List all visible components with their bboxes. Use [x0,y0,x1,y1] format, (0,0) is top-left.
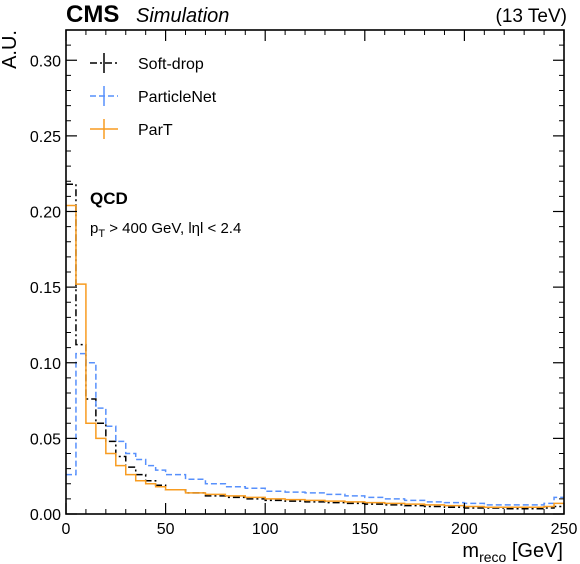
x-tick-label: 50 [157,521,175,538]
x-axis-label-sub: reco [479,549,506,564]
y-axis-label: A.U. [0,30,21,69]
cuts-rest: > 400 GeV, lηl < 2.4 [105,220,241,237]
y-tick-label: 0.20 [30,205,61,222]
x-axis-label-main: m [462,540,479,562]
legend-label: Soft-drop [138,56,204,73]
x-tick-label: 100 [252,521,279,538]
legend-label: ParT [138,122,173,139]
cuts-annotation: pT > 400 GeV, lηl < 2.4 [90,220,241,240]
x-tick-label: 200 [451,521,478,538]
cms-label: CMS [66,1,119,28]
pt-symbol: p [90,220,98,237]
y-tick-label: 0.15 [30,280,61,297]
pt-subscript: T [98,228,105,240]
series-line-particlenet [66,352,564,506]
legend-label: ParticleNet [138,89,217,106]
x-tick-label: 250 [551,521,578,538]
x-axis-label: mreco [GeV] [462,540,563,564]
series-line-part [66,204,564,508]
y-tick-label: 0.00 [30,507,61,524]
x-tick-label: 150 [351,521,378,538]
y-tick-label: 0.25 [30,129,61,146]
y-tick-label: 0.10 [30,356,61,373]
plot-area: 0 50 100 150 200 250 0.00 0.05 0.10 0.15 0.20 0.25 0… [30,29,578,538]
x-axis-label-unit: [GeV] [506,540,563,562]
x-tick-label: 0 [62,521,71,538]
legend: Soft-drop ParticleNet ParT [90,53,217,139]
simulation-label: Simulation [136,5,229,27]
y-tick-label: 0.05 [30,431,61,448]
y-tick-label: 0.30 [30,53,61,70]
energy-label: (13 TeV) [496,6,567,27]
process-annotation: QCD [90,189,128,208]
